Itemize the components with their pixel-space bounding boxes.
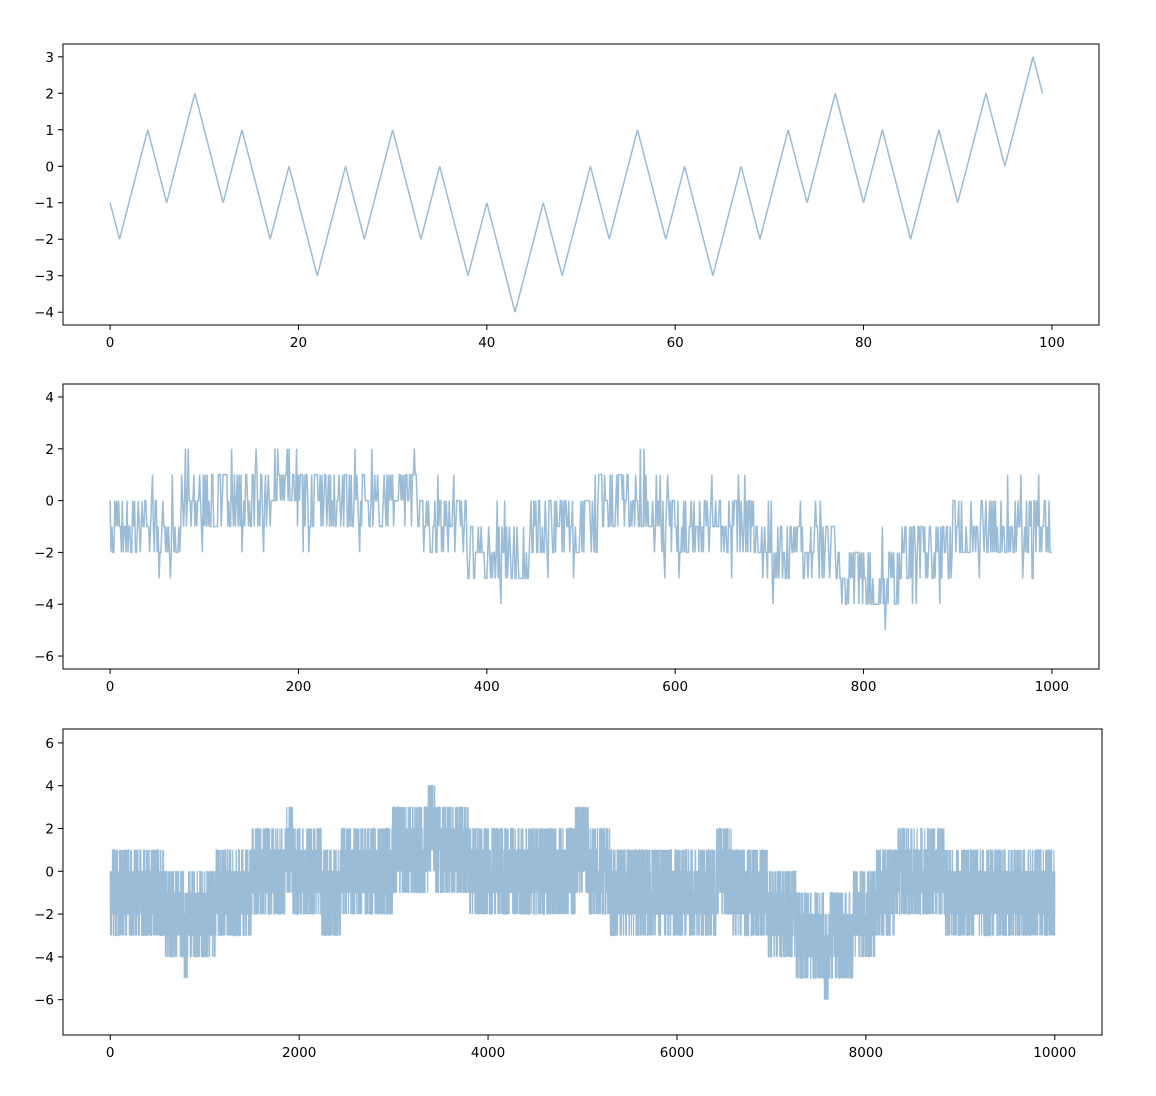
- chart-2-x-tick-label: 600: [662, 679, 688, 695]
- chart-2-x-tick-label: 200: [286, 679, 312, 695]
- chart-1-series-line: [109, 56, 1044, 313]
- chart-2-y-tick-label: 0: [45, 494, 54, 510]
- chart-1-y-tick-label: −2: [34, 232, 54, 248]
- chart-3-x-tick-label: 10000: [1033, 1045, 1076, 1061]
- chart-3-y-tick-label: −6: [34, 993, 54, 1009]
- chart-1: 0 20 40 60 80 100 −4 −3 −2 −1 0 1 2 3: [34, 43, 1100, 351]
- chart-3-y-tick-label: −4: [34, 950, 54, 966]
- chart-3-y-tick-label: 2: [45, 822, 54, 838]
- chart-3-x-tick-label: 2000: [282, 1045, 316, 1061]
- chart-2-y-tick-label: 2: [45, 442, 54, 458]
- chart-2-y-tick-label: 4: [45, 390, 54, 406]
- chart-3-frame: [62, 728, 1103, 1036]
- chart-1-y-tick-label: −3: [34, 269, 54, 285]
- chart-1-y-tick-label: 2: [45, 86, 54, 102]
- chart-3-x-tick-label: 0: [106, 1045, 115, 1061]
- chart-2-y-tick-label: −4: [34, 597, 54, 613]
- chart-2-x-tick-label: 800: [851, 679, 877, 695]
- chart-1-x-tick-label: 40: [478, 335, 495, 351]
- chart-3-y-tick-label: −2: [34, 907, 54, 923]
- chart-1-y-tick-label: 1: [45, 123, 54, 139]
- chart-1-x-tick-label: 100: [1039, 335, 1065, 351]
- chart-2: 0 200 400 600 800 1000 −6 −4 −2 0 2 4: [34, 383, 1100, 695]
- chart-1-frame: [62, 43, 1100, 326]
- chart-3-series-line: [109, 785, 1056, 1000]
- chart-3-y-tick-label: 4: [45, 779, 54, 795]
- chart-3-x-tick-label: 4000: [471, 1045, 505, 1061]
- chart-2-y-tick-label: −6: [34, 649, 54, 665]
- chart-1-x-tick-label: 60: [667, 335, 684, 351]
- chart-1-y-tick-label: −1: [34, 196, 54, 212]
- chart-3-y-tick-label: 6: [45, 736, 54, 752]
- chart-3-x-tick-label: 8000: [849, 1045, 883, 1061]
- chart-3-x-tick-label: 6000: [660, 1045, 694, 1061]
- chart-1-y-tick-label: 0: [45, 159, 54, 175]
- chart-2-frame: [62, 383, 1100, 670]
- chart-3: 0 2000 4000 6000 8000 10000 −6 −4 −2 0 2 4 6: [34, 728, 1103, 1061]
- chart-1-x-tick-label: 0: [106, 335, 115, 351]
- chart-1-y-tick-label: −4: [34, 305, 54, 321]
- chart-2-y-tick-label: −2: [34, 545, 54, 561]
- chart-1-x-tick-label: 80: [855, 335, 872, 351]
- chart-2-x-tick-label: 1000: [1035, 679, 1069, 695]
- chart-3-y-tick-label: 0: [45, 864, 54, 880]
- chart-1-y-tick-label: 3: [45, 50, 54, 66]
- chart-2-series-line: [109, 448, 1052, 631]
- chart-1-x-tick-label: 20: [290, 335, 307, 351]
- chart-2-x-tick-label: 400: [474, 679, 500, 695]
- chart-2-x-tick-label: 0: [106, 679, 115, 695]
